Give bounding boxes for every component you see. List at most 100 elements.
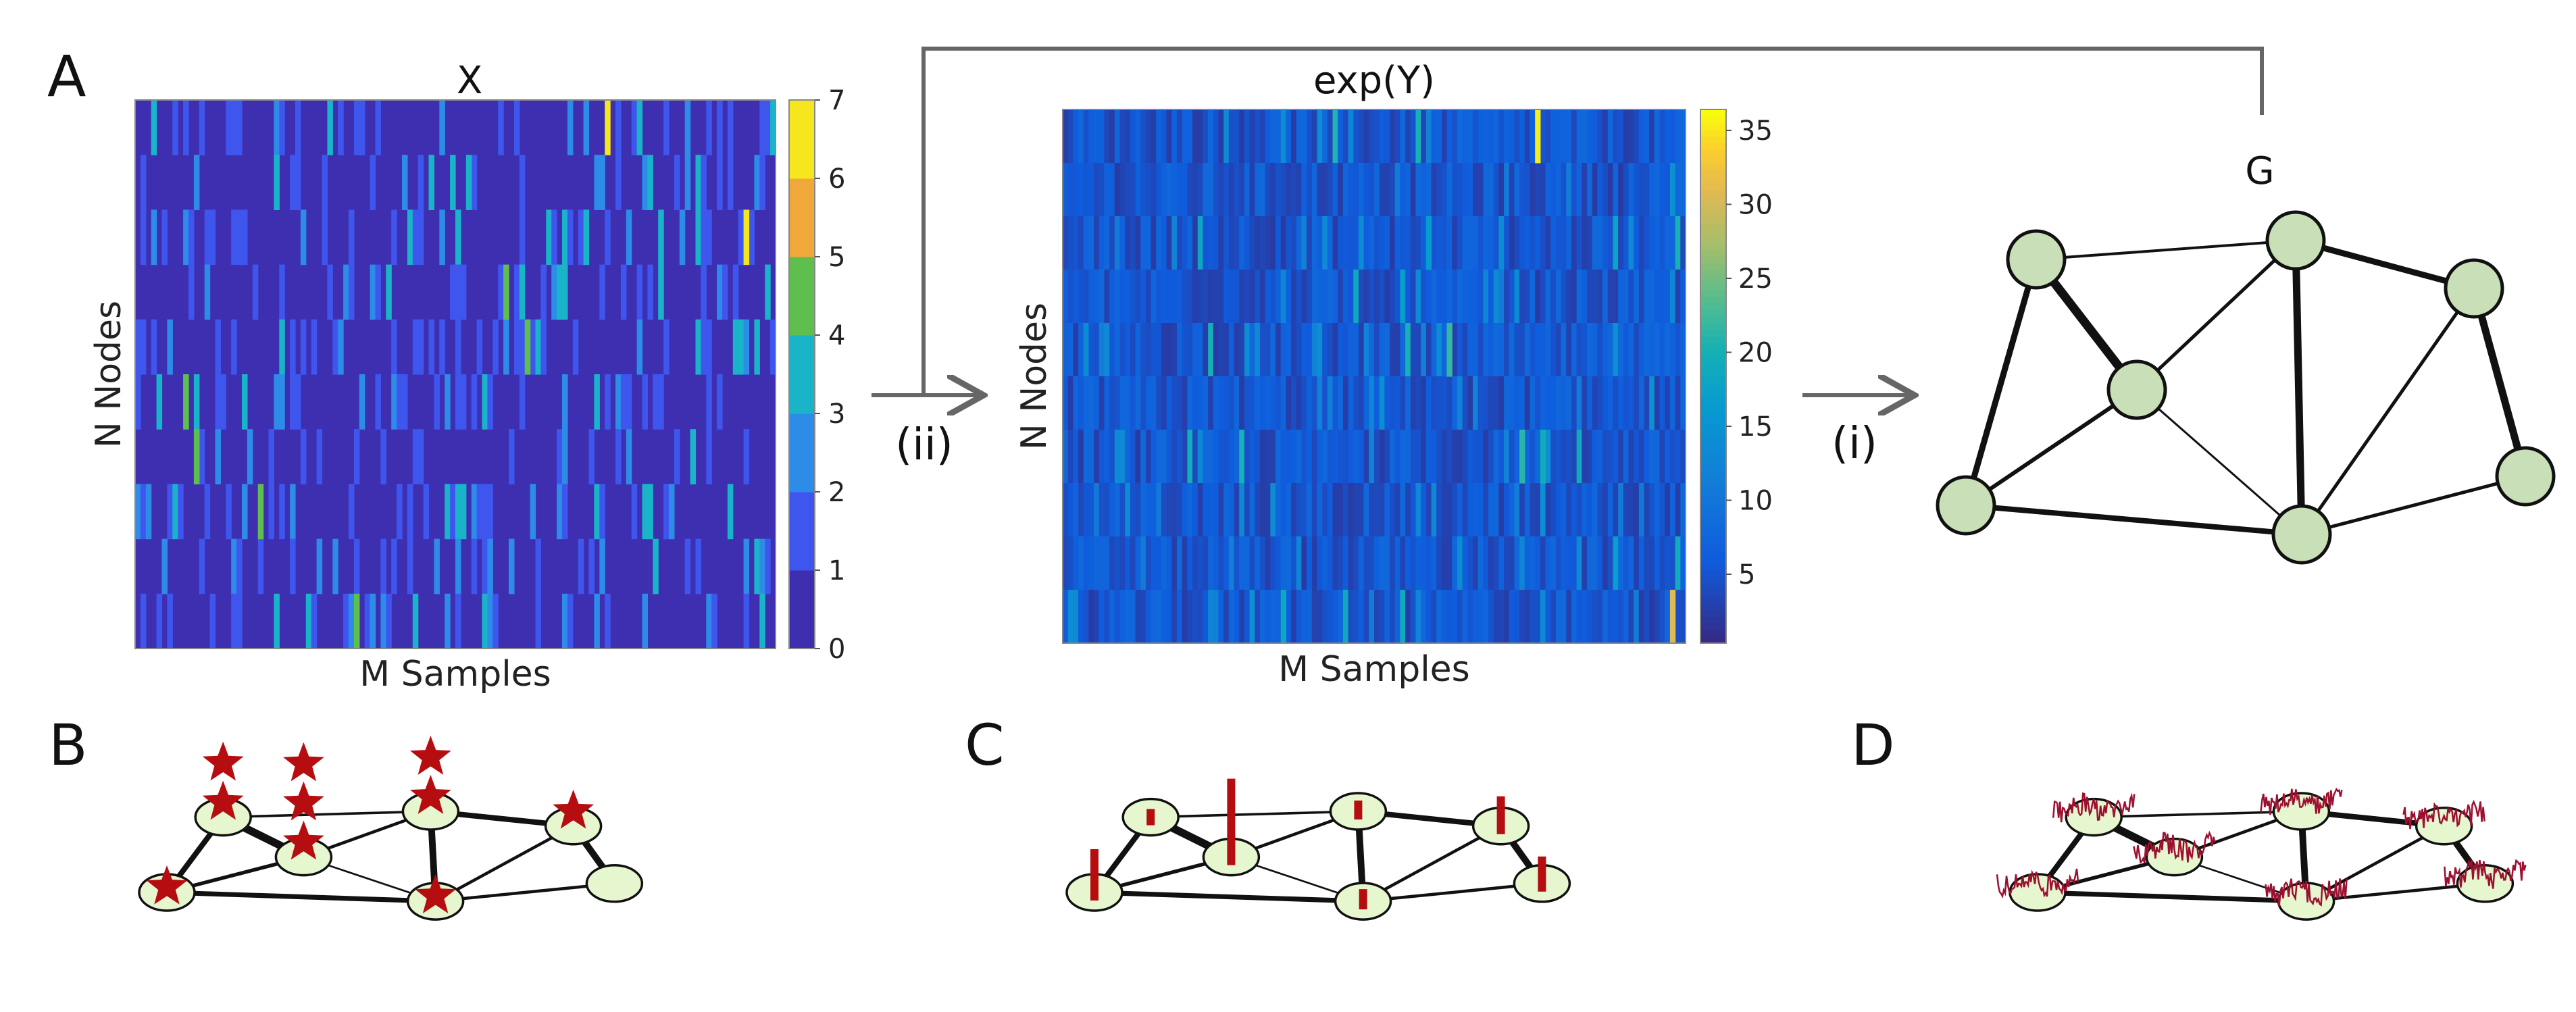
heatmap-y-cell — [1483, 323, 1489, 377]
heatmap-y-cell — [1582, 483, 1588, 537]
heatmap-y-cell — [1353, 323, 1359, 377]
heatmap-x-cell — [183, 374, 189, 430]
heatmap-y-cell — [1083, 216, 1090, 270]
heatmap-x-title: X — [457, 59, 482, 103]
heatmap-y-cell — [1634, 163, 1640, 217]
heatmap-y-cell — [1425, 483, 1432, 537]
heatmap-x-cell — [209, 209, 216, 265]
heatmap-y-cell — [1291, 270, 1297, 324]
heatmap-y-colorbar-band — [1700, 370, 1726, 377]
heatmap-y-cell — [1665, 270, 1671, 324]
heatmap-y-cell — [1457, 216, 1463, 270]
heatmap-y-cell — [1550, 483, 1557, 537]
heatmap-y-cell — [1446, 323, 1453, 377]
graph-g-edge — [2300, 287, 2476, 536]
heatmap-y-cell — [1618, 163, 1624, 217]
heatmap-y-cell — [1317, 109, 1323, 163]
heatmap-x-cell — [140, 209, 147, 265]
heatmap-x-cell — [503, 319, 509, 375]
heatmap-y-cell — [1504, 216, 1510, 270]
heatmap-y-cell — [1244, 216, 1251, 270]
heatmap-y-cell — [1342, 483, 1349, 537]
noise-trace — [2052, 792, 2136, 823]
heatmap-y-cell — [1098, 216, 1105, 270]
heatmap-y-cell — [1140, 430, 1146, 484]
heatmap-y-cell — [1369, 590, 1375, 644]
heatmap-y-cell — [1613, 163, 1619, 217]
heatmap-x-cell — [135, 484, 141, 540]
heatmap-y-cell — [1171, 323, 1178, 377]
heatmap-x-cell — [599, 538, 605, 594]
heatmap-y-cell — [1524, 590, 1531, 644]
heatmap-y-cell — [1348, 323, 1354, 377]
graph-g-label: G — [2245, 149, 2274, 193]
heatmap-x-cell — [386, 593, 392, 649]
heatmap-x-cell — [193, 374, 200, 430]
heatmap-y-cell — [1296, 376, 1303, 430]
heatmap-y-cell — [1166, 270, 1172, 324]
heatmap-y-cell — [1239, 323, 1245, 377]
heatmap-x-cell — [215, 374, 221, 430]
heatmap-y-cell — [1083, 270, 1090, 324]
heatmap-x-cell — [557, 264, 563, 320]
heatmap-y-cell — [1265, 109, 1271, 163]
heatmap-y-cell — [1649, 376, 1655, 430]
heatmap-x-cell — [557, 484, 563, 540]
heatmap-y-cell — [1441, 163, 1448, 217]
heatmap-x-cell — [349, 264, 355, 320]
heatmap-y-cell — [1171, 483, 1178, 537]
heatmap-y-cell — [1410, 430, 1417, 484]
heatmap-y-cell — [1094, 163, 1100, 217]
heatmap-y-cell — [1322, 430, 1328, 484]
count-star-icon — [283, 781, 324, 821]
heatmap-y-cell — [1680, 483, 1686, 537]
heatmap-x-colorbar-band — [789, 100, 815, 179]
heatmap-y-cell — [1405, 430, 1411, 484]
heatmap-y-cell — [1135, 483, 1141, 537]
heatmap-x-cell — [274, 100, 280, 155]
heatmap-y-cell — [1130, 430, 1136, 484]
heatmap-x-cell — [513, 264, 520, 320]
heatmap-x-cell — [332, 319, 338, 375]
heatmap-y-cell — [1514, 590, 1520, 644]
heatmap-y-cell — [1348, 216, 1354, 270]
heatmap-y-cell — [1130, 483, 1136, 537]
heatmap-y-cell — [1576, 216, 1582, 270]
heatmap-y-cell — [1446, 109, 1453, 163]
heatmap-y-cell — [1483, 376, 1489, 430]
step-ii-label: (ii) — [895, 420, 953, 470]
heatmap-x-cell — [487, 374, 493, 430]
heatmap-y-cell — [1384, 430, 1390, 484]
heatmap-y-cell — [1592, 270, 1598, 324]
heatmap-x-cell — [300, 209, 307, 265]
heatmap-x-cell — [418, 429, 424, 484]
heatmap-y-cell — [1483, 216, 1489, 270]
heatmap-y-cell — [1234, 216, 1240, 270]
heatmap-y-cell — [1073, 536, 1079, 590]
heatmap-x-cell — [636, 100, 643, 155]
heatmap-y-cell — [1208, 376, 1214, 430]
heatmap-y-cell — [1296, 430, 1303, 484]
heatmap-y-cell — [1239, 109, 1245, 163]
heatmap-y-cell — [1550, 323, 1557, 377]
heatmap-y-cell — [1338, 163, 1344, 217]
count-bar — [1354, 801, 1363, 819]
heatmap-x-cell — [188, 264, 195, 320]
heatmap-x-cell — [717, 374, 723, 430]
heatmap-y-cell — [1623, 270, 1630, 324]
heatmap-y-cell — [1067, 430, 1074, 484]
heatmap-y-cell — [1119, 430, 1126, 484]
heatmap-x-cell — [279, 484, 285, 540]
heatmap-x-cell — [412, 429, 419, 484]
heatmap-y-cell — [1467, 483, 1473, 537]
heatmap-y-cell — [1675, 376, 1681, 430]
heatmap-y-cell — [1410, 483, 1417, 537]
heatmap-y-cell — [1649, 483, 1655, 537]
heatmap-y-cell — [1488, 270, 1494, 324]
heatmap-x-cell — [605, 100, 611, 155]
heatmap-y-cell — [1307, 216, 1313, 270]
heatmap-y-cell — [1218, 430, 1224, 484]
heatmap-y-cell — [1669, 270, 1676, 324]
heatmap-y-cell — [1228, 216, 1235, 270]
heatmap-y-cell — [1301, 163, 1307, 217]
